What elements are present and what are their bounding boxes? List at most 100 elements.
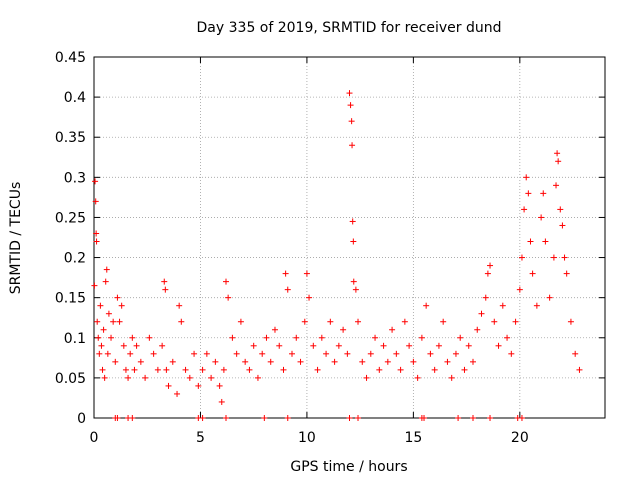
data-point — [484, 270, 491, 277]
data-point — [525, 190, 532, 197]
data-point — [314, 366, 321, 373]
data-point — [102, 278, 109, 285]
data-point — [546, 294, 553, 301]
y-tick-label: 0.35 — [55, 130, 86, 146]
data-point — [469, 358, 476, 365]
data-point — [199, 366, 206, 373]
data-point — [347, 102, 354, 109]
data-point — [487, 262, 494, 269]
data-point — [346, 90, 353, 97]
x-axis-label: GPS time / hours — [290, 459, 407, 475]
data-point — [105, 310, 112, 317]
data-point — [527, 238, 534, 245]
data-point — [150, 350, 157, 357]
data-point — [216, 382, 223, 389]
data-point — [508, 350, 515, 357]
data-point — [538, 214, 545, 221]
data-point — [523, 174, 530, 181]
data-point — [482, 294, 489, 301]
data-point — [93, 238, 100, 245]
zero-data-point — [469, 415, 476, 421]
data-point — [397, 366, 404, 373]
data-point — [165, 382, 172, 389]
data-point — [122, 366, 129, 373]
data-point — [289, 350, 296, 357]
data-points — [91, 90, 583, 421]
data-point — [276, 342, 283, 349]
data-point — [349, 142, 356, 149]
plot-frame — [93, 56, 606, 419]
zero-data-point — [487, 415, 494, 421]
data-point — [303, 270, 310, 277]
data-point — [271, 326, 278, 333]
data-point — [355, 318, 362, 325]
data-point — [448, 374, 455, 381]
data-point — [97, 302, 104, 309]
data-point — [178, 318, 185, 325]
data-point — [127, 350, 134, 357]
data-point — [331, 358, 338, 365]
data-point — [267, 358, 274, 365]
data-point — [423, 302, 430, 309]
data-point — [335, 342, 342, 349]
chart-title: Day 335 of 2019, SRMTID for receiver dun… — [197, 20, 502, 36]
data-point — [540, 190, 547, 197]
data-point — [108, 334, 115, 341]
data-point — [212, 358, 219, 365]
data-point — [457, 334, 464, 341]
data-point — [431, 366, 438, 373]
data-point — [576, 366, 583, 373]
data-point — [176, 302, 183, 309]
data-point — [550, 254, 557, 261]
data-point — [103, 266, 110, 273]
data-point — [561, 254, 568, 261]
data-point — [93, 230, 100, 237]
data-point — [542, 238, 549, 245]
data-point — [555, 158, 562, 165]
y-tick-label: 0 — [77, 411, 86, 427]
data-point — [91, 282, 98, 289]
data-point — [92, 198, 99, 205]
data-point — [533, 302, 540, 309]
data-point — [521, 206, 528, 213]
data-point — [567, 318, 574, 325]
data-point — [182, 366, 189, 373]
x-tick-label: 0 — [90, 430, 99, 446]
data-point — [250, 342, 257, 349]
data-point — [112, 358, 119, 365]
data-point — [306, 294, 313, 301]
data-point — [384, 358, 391, 365]
y-tick-label: 0.3 — [64, 170, 86, 186]
zero-data-point — [129, 415, 136, 421]
zero-data-point — [223, 415, 230, 421]
data-point — [174, 390, 181, 397]
data-point — [186, 374, 193, 381]
data-point — [237, 318, 244, 325]
y-tick-label: 0.05 — [55, 371, 86, 387]
data-point — [427, 350, 434, 357]
data-point — [444, 358, 451, 365]
data-point — [133, 342, 140, 349]
data-point — [389, 326, 396, 333]
zero-data-point — [199, 415, 206, 421]
x-tick-label: 20 — [511, 430, 529, 446]
data-point — [350, 238, 357, 245]
data-point — [495, 342, 502, 349]
data-point — [301, 318, 308, 325]
data-point — [297, 358, 304, 365]
data-point — [118, 302, 125, 309]
data-point — [393, 350, 400, 357]
data-point — [553, 182, 560, 189]
data-point — [282, 270, 289, 277]
data-point — [95, 334, 102, 341]
data-point — [363, 374, 370, 381]
data-point — [461, 366, 468, 373]
data-point — [131, 366, 138, 373]
data-point — [99, 366, 106, 373]
ticks: 0 0.05 0.1 0.15 0.2 0.25 0.3 0.35 0.4 0.45 0 5 10 15 2… — [55, 50, 605, 446]
data-point — [554, 150, 561, 157]
data-point — [92, 178, 99, 185]
data-point — [318, 334, 325, 341]
data-point — [110, 318, 117, 325]
